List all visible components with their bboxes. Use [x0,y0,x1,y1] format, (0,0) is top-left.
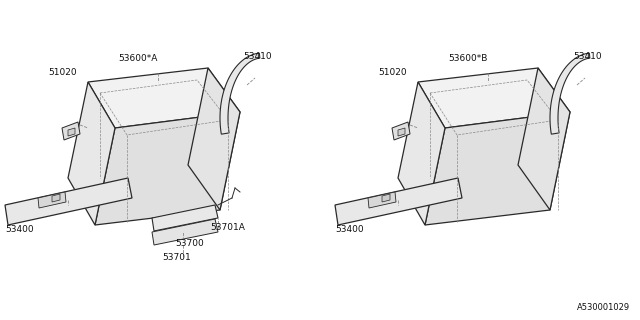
Polygon shape [398,82,445,225]
Polygon shape [398,128,405,136]
Text: 53600*B: 53600*B [448,53,488,62]
Polygon shape [220,53,260,134]
Polygon shape [152,205,218,231]
Text: 53410: 53410 [573,52,602,60]
Text: 51020: 51020 [48,68,77,76]
Polygon shape [382,194,390,202]
Polygon shape [425,112,570,225]
Polygon shape [95,112,240,225]
Polygon shape [188,68,240,210]
Polygon shape [418,68,570,128]
Polygon shape [68,128,75,136]
Polygon shape [88,68,240,128]
Text: A530001029: A530001029 [577,303,630,312]
Polygon shape [52,194,60,202]
Polygon shape [5,178,132,225]
Text: 53400: 53400 [335,226,364,235]
Polygon shape [38,192,66,208]
Polygon shape [550,53,590,134]
Text: 53410: 53410 [243,52,271,60]
Text: 53700: 53700 [175,238,204,247]
Polygon shape [518,68,570,210]
Text: 51020: 51020 [378,68,406,76]
Text: 53600*A: 53600*A [118,53,157,62]
Text: 53701A: 53701A [210,223,245,233]
Text: 53701: 53701 [162,253,191,262]
Polygon shape [68,82,115,225]
Polygon shape [392,122,410,140]
Polygon shape [335,178,462,225]
Text: 53400: 53400 [5,226,34,235]
Polygon shape [152,219,218,245]
Polygon shape [368,192,396,208]
Polygon shape [62,122,80,140]
